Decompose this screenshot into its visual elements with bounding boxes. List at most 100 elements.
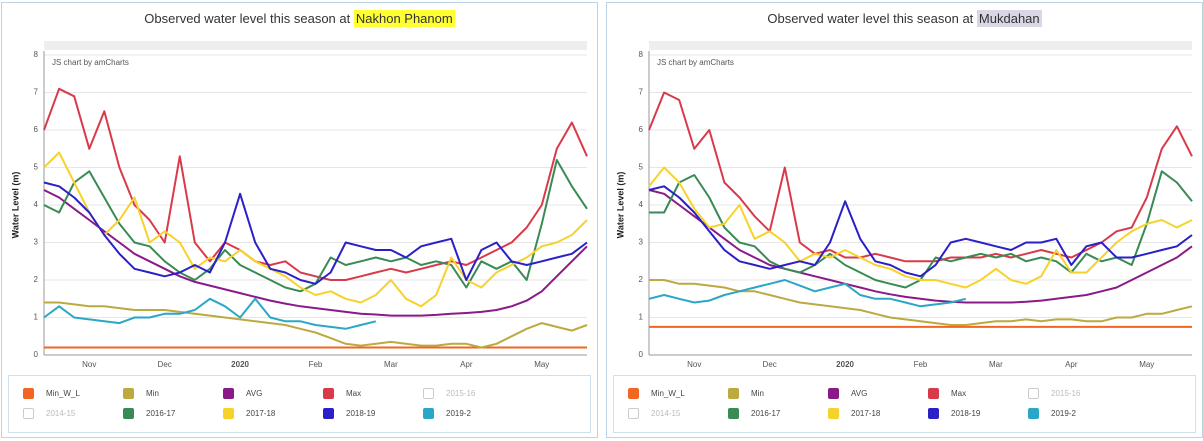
chart-title: Observed water level this season at Nakh… (2, 10, 597, 27)
y-tick-label: 4 (639, 200, 644, 209)
y-tick-label: 8 (34, 50, 39, 59)
legend-item: 2019-2 (423, 408, 471, 419)
legend-item: AVG (223, 388, 262, 399)
y-tick-label: 5 (639, 163, 644, 172)
legend-item: 2015-16 (1028, 388, 1080, 399)
legend-label: 2014-15 (46, 409, 76, 418)
station-name: Nakhon Phanom (353, 10, 455, 27)
y-tick-label: 1 (34, 313, 39, 322)
legend-label: 2015-16 (446, 389, 476, 398)
legend-swatch (928, 408, 939, 419)
x-tick-label: May (1139, 360, 1154, 369)
legend-label: 2019-2 (1051, 409, 1076, 418)
legend-label: 2016-17 (751, 409, 781, 418)
legend-swatch (828, 408, 839, 419)
title-text: Observed water level this season at (144, 11, 351, 26)
legend-swatch (1028, 408, 1039, 419)
y-tick-label: 6 (639, 125, 644, 134)
series-line (44, 301, 588, 349)
legend-label: AVG (851, 389, 868, 398)
legend-swatch (223, 408, 234, 419)
legend-swatch (223, 388, 234, 399)
legend-item: Max (323, 388, 361, 399)
legend-item: Min (123, 388, 159, 399)
legend-label: 2019-2 (446, 409, 471, 418)
y-tick-label: 3 (34, 238, 39, 247)
y-tick-label: 2 (639, 275, 644, 284)
y-axis-label: Water Level (m) (10, 172, 20, 239)
x-tick-label: Mar (384, 360, 398, 369)
credit: JS chart by amCharts (657, 58, 734, 67)
legend-item: 2018-19 (323, 408, 375, 419)
y-axis-label: Water Level (m) (615, 172, 625, 239)
series-line (648, 185, 1193, 278)
x-tick-label: Feb (914, 360, 928, 369)
legend-item: AVG (828, 388, 867, 399)
legend-label: 2017-18 (246, 409, 276, 418)
legend-swatch (628, 408, 639, 419)
scrollbar (44, 41, 587, 50)
chart: 0 1 2 3 4 5 6 7 8 JS chart by amCharts Water Level… (615, 41, 1193, 369)
legend-swatch (123, 388, 134, 399)
x-tick-label: Apr (1065, 360, 1078, 369)
legend-swatch (23, 408, 34, 419)
x-tick-label: 2020 (836, 360, 854, 369)
legend-swatch (323, 388, 334, 399)
y-tick-label: 6 (34, 125, 39, 134)
series-line (649, 279, 1193, 326)
legend-item: 2016-17 (123, 408, 175, 419)
legend-label: Max (346, 389, 362, 398)
legend-swatch (928, 388, 939, 399)
legend-item: 2016-17 (728, 408, 780, 419)
legend-swatch (628, 388, 639, 399)
series-line (648, 166, 1193, 289)
legend-swatch (423, 408, 434, 419)
y-tick-label: 0 (639, 350, 644, 359)
series-line (648, 91, 1193, 263)
legend-swatch (23, 388, 34, 399)
scrollbar (649, 41, 1192, 50)
legend-label: 2016-17 (146, 409, 176, 418)
legend-label: Max (951, 389, 967, 398)
x-tick-label: Mar (989, 360, 1003, 369)
chart: 0 1 2 3 4 5 6 7 8 JS chart by amCharts Water Level… (10, 41, 588, 369)
y-tick-label: 5 (34, 163, 39, 172)
x-tick-label: Nov (687, 360, 701, 369)
legend-item: Min_W_L (23, 388, 80, 399)
y-tick-label: 0 (34, 350, 39, 359)
legend-item: 2017-18 (223, 408, 275, 419)
legend-item: 2017-18 (828, 408, 880, 419)
legend-swatch (423, 388, 434, 399)
legend-label: 2017-18 (851, 409, 881, 418)
chart-title: Observed water level this season at Mukd… (607, 10, 1202, 27)
series-line (648, 189, 1193, 304)
legend-swatch (123, 408, 134, 419)
y-tick-label: 3 (639, 238, 644, 247)
chart-panel: Observed water level this season at Mukd… (606, 2, 1203, 438)
x-tick-label: Nov (82, 360, 96, 369)
legend-item: 2014-15 (628, 408, 680, 419)
legend-label: Min_W_L (651, 389, 685, 398)
legend-item: Min_W_L (628, 388, 685, 399)
legend-item: 2014-15 (23, 408, 75, 419)
x-tick-label: Apr (460, 360, 473, 369)
x-tick-label: 2020 (231, 360, 249, 369)
legend-item: 2015-16 (423, 388, 475, 399)
legend-item: Max (928, 388, 966, 399)
legend-label: 2018-19 (951, 409, 981, 418)
legend-swatch (728, 388, 739, 399)
x-tick-label: May (534, 360, 549, 369)
legend-swatch (1028, 388, 1039, 399)
legend-label: Min (751, 389, 764, 398)
series-line (43, 189, 588, 317)
series-line (43, 297, 377, 330)
series-line (43, 151, 588, 308)
series-line (43, 87, 588, 281)
legend-label: 2018-19 (346, 409, 376, 418)
series-line (43, 181, 588, 285)
legend-swatch (323, 408, 334, 419)
x-tick-label: Feb (309, 360, 323, 369)
title-text: Observed water level this season at (767, 11, 974, 26)
legend-label: AVG (246, 389, 263, 398)
